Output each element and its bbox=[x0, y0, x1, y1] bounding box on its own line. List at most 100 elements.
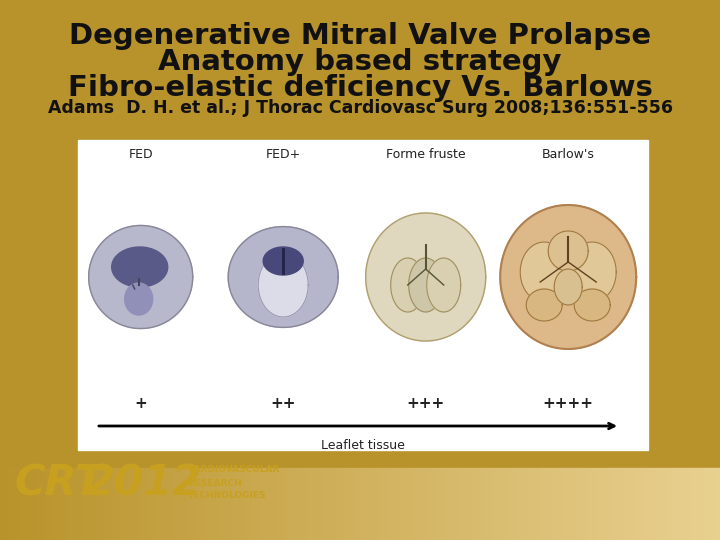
Bar bbox=[670, 468, 672, 540]
Bar bbox=[463, 468, 466, 540]
Bar bbox=[139, 468, 142, 540]
Bar bbox=[211, 468, 214, 540]
Bar bbox=[38, 468, 41, 540]
Bar bbox=[562, 468, 564, 540]
Bar bbox=[451, 468, 454, 540]
Bar bbox=[468, 468, 470, 540]
Bar bbox=[423, 468, 425, 540]
Text: FED+: FED+ bbox=[266, 148, 301, 161]
Bar bbox=[149, 468, 151, 540]
Bar bbox=[365, 468, 367, 540]
Bar bbox=[677, 468, 679, 540]
Bar bbox=[189, 468, 192, 540]
Bar bbox=[305, 468, 307, 540]
Text: ++: ++ bbox=[271, 396, 296, 411]
Bar bbox=[283, 468, 286, 540]
Bar bbox=[346, 468, 348, 540]
Bar bbox=[243, 468, 245, 540]
Bar bbox=[648, 468, 650, 540]
Bar bbox=[326, 468, 329, 540]
Bar bbox=[163, 468, 166, 540]
Bar bbox=[569, 468, 571, 540]
Bar bbox=[151, 468, 153, 540]
Bar bbox=[70, 468, 72, 540]
Bar bbox=[715, 468, 718, 540]
Bar bbox=[485, 468, 487, 540]
Bar bbox=[261, 468, 264, 540]
Bar bbox=[461, 468, 463, 540]
Bar bbox=[405, 468, 408, 540]
Bar bbox=[646, 468, 648, 540]
Bar bbox=[113, 468, 115, 540]
Bar bbox=[81, 468, 84, 540]
Bar bbox=[17, 468, 19, 540]
Bar bbox=[245, 468, 247, 540]
Bar bbox=[48, 468, 50, 540]
Bar bbox=[34, 468, 36, 540]
Text: TECHNOLOGIES: TECHNOLOGIES bbox=[188, 491, 266, 501]
Bar bbox=[58, 468, 60, 540]
Bar bbox=[559, 468, 562, 540]
Bar bbox=[410, 468, 413, 540]
Bar bbox=[259, 468, 261, 540]
Bar bbox=[86, 468, 89, 540]
Bar bbox=[257, 468, 259, 540]
Bar bbox=[199, 468, 202, 540]
Bar bbox=[372, 468, 374, 540]
Bar bbox=[331, 468, 333, 540]
Bar bbox=[5, 468, 7, 540]
Bar bbox=[240, 468, 243, 540]
Bar bbox=[158, 468, 161, 540]
Bar bbox=[106, 468, 108, 540]
Bar bbox=[413, 468, 415, 540]
Bar bbox=[178, 468, 180, 540]
Bar bbox=[27, 468, 29, 540]
Bar bbox=[117, 468, 120, 540]
Bar bbox=[358, 468, 360, 540]
Text: Fibro-elastic deficiency Vs. Barlows: Fibro-elastic deficiency Vs. Barlows bbox=[68, 74, 652, 102]
Bar bbox=[2, 468, 5, 540]
Bar bbox=[29, 468, 31, 540]
Bar bbox=[557, 468, 559, 540]
Bar bbox=[55, 468, 58, 540]
Bar bbox=[72, 468, 74, 540]
Bar bbox=[214, 468, 216, 540]
Bar bbox=[94, 468, 96, 540]
Bar bbox=[60, 468, 63, 540]
Bar bbox=[204, 468, 207, 540]
Bar bbox=[643, 468, 646, 540]
Bar bbox=[636, 468, 639, 540]
Bar bbox=[374, 468, 377, 540]
Text: ++++: ++++ bbox=[543, 396, 594, 411]
Bar bbox=[523, 468, 526, 540]
Bar bbox=[655, 468, 657, 540]
Bar bbox=[641, 468, 643, 540]
Text: CRT: CRT bbox=[14, 463, 103, 505]
Bar bbox=[228, 468, 230, 540]
Bar bbox=[521, 468, 523, 540]
Bar bbox=[77, 468, 79, 540]
Polygon shape bbox=[526, 289, 562, 321]
Bar bbox=[156, 468, 158, 540]
Bar bbox=[271, 468, 274, 540]
Bar bbox=[387, 468, 389, 540]
Bar bbox=[703, 468, 706, 540]
Bar bbox=[398, 468, 401, 540]
Text: +++: +++ bbox=[407, 396, 445, 411]
Polygon shape bbox=[228, 227, 338, 327]
Bar bbox=[711, 468, 713, 540]
Bar bbox=[420, 468, 423, 540]
Bar bbox=[187, 468, 189, 540]
Bar bbox=[588, 468, 590, 540]
Bar bbox=[252, 468, 254, 540]
Bar bbox=[415, 468, 418, 540]
Bar bbox=[166, 468, 168, 540]
Bar bbox=[437, 468, 439, 540]
Bar bbox=[180, 468, 182, 540]
Bar bbox=[235, 468, 238, 540]
Polygon shape bbox=[112, 247, 168, 287]
Bar bbox=[269, 468, 271, 540]
Bar bbox=[502, 468, 504, 540]
Bar bbox=[593, 468, 595, 540]
Bar bbox=[19, 468, 22, 540]
